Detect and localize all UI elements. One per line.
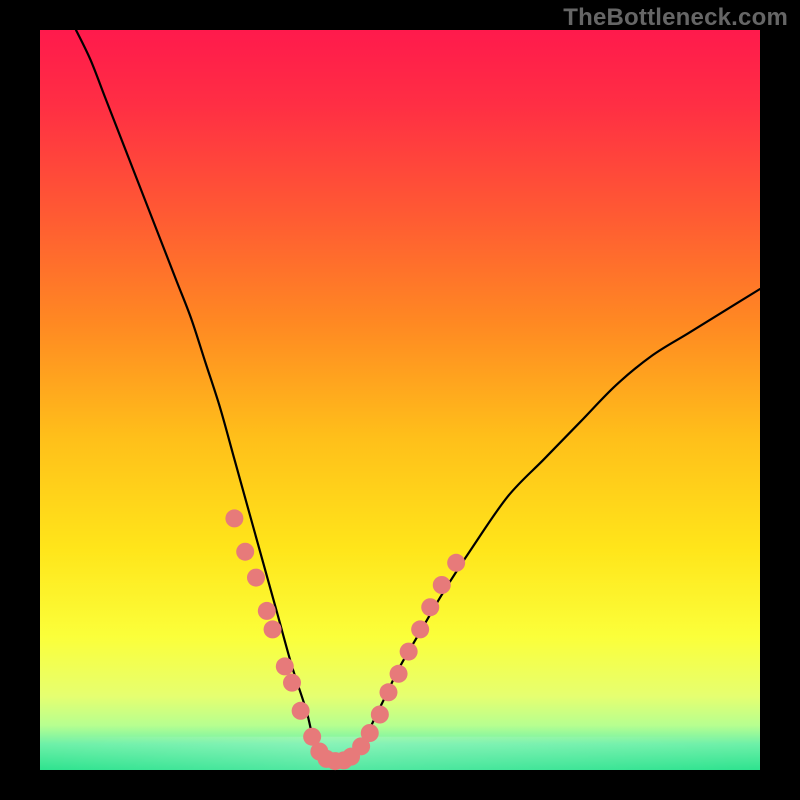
- data-marker: [371, 706, 389, 724]
- data-marker: [247, 569, 265, 587]
- data-marker: [379, 683, 397, 701]
- bottleneck-curve-chart: [0, 0, 800, 800]
- data-marker: [276, 657, 294, 675]
- data-marker: [264, 620, 282, 638]
- data-marker: [400, 643, 418, 661]
- data-marker: [411, 620, 429, 638]
- data-marker: [361, 724, 379, 742]
- data-marker: [447, 554, 465, 572]
- data-marker: [390, 665, 408, 683]
- data-marker: [236, 543, 254, 561]
- chart-stage: TheBottleneck.com: [0, 0, 800, 800]
- data-marker: [292, 702, 310, 720]
- green-band-overlay: [40, 737, 760, 770]
- chart-gradient-background: [40, 30, 760, 770]
- data-marker: [225, 509, 243, 527]
- data-marker: [258, 602, 276, 620]
- data-marker: [421, 598, 439, 616]
- data-marker: [433, 576, 451, 594]
- watermark-text: TheBottleneck.com: [563, 4, 788, 32]
- data-marker: [283, 674, 301, 692]
